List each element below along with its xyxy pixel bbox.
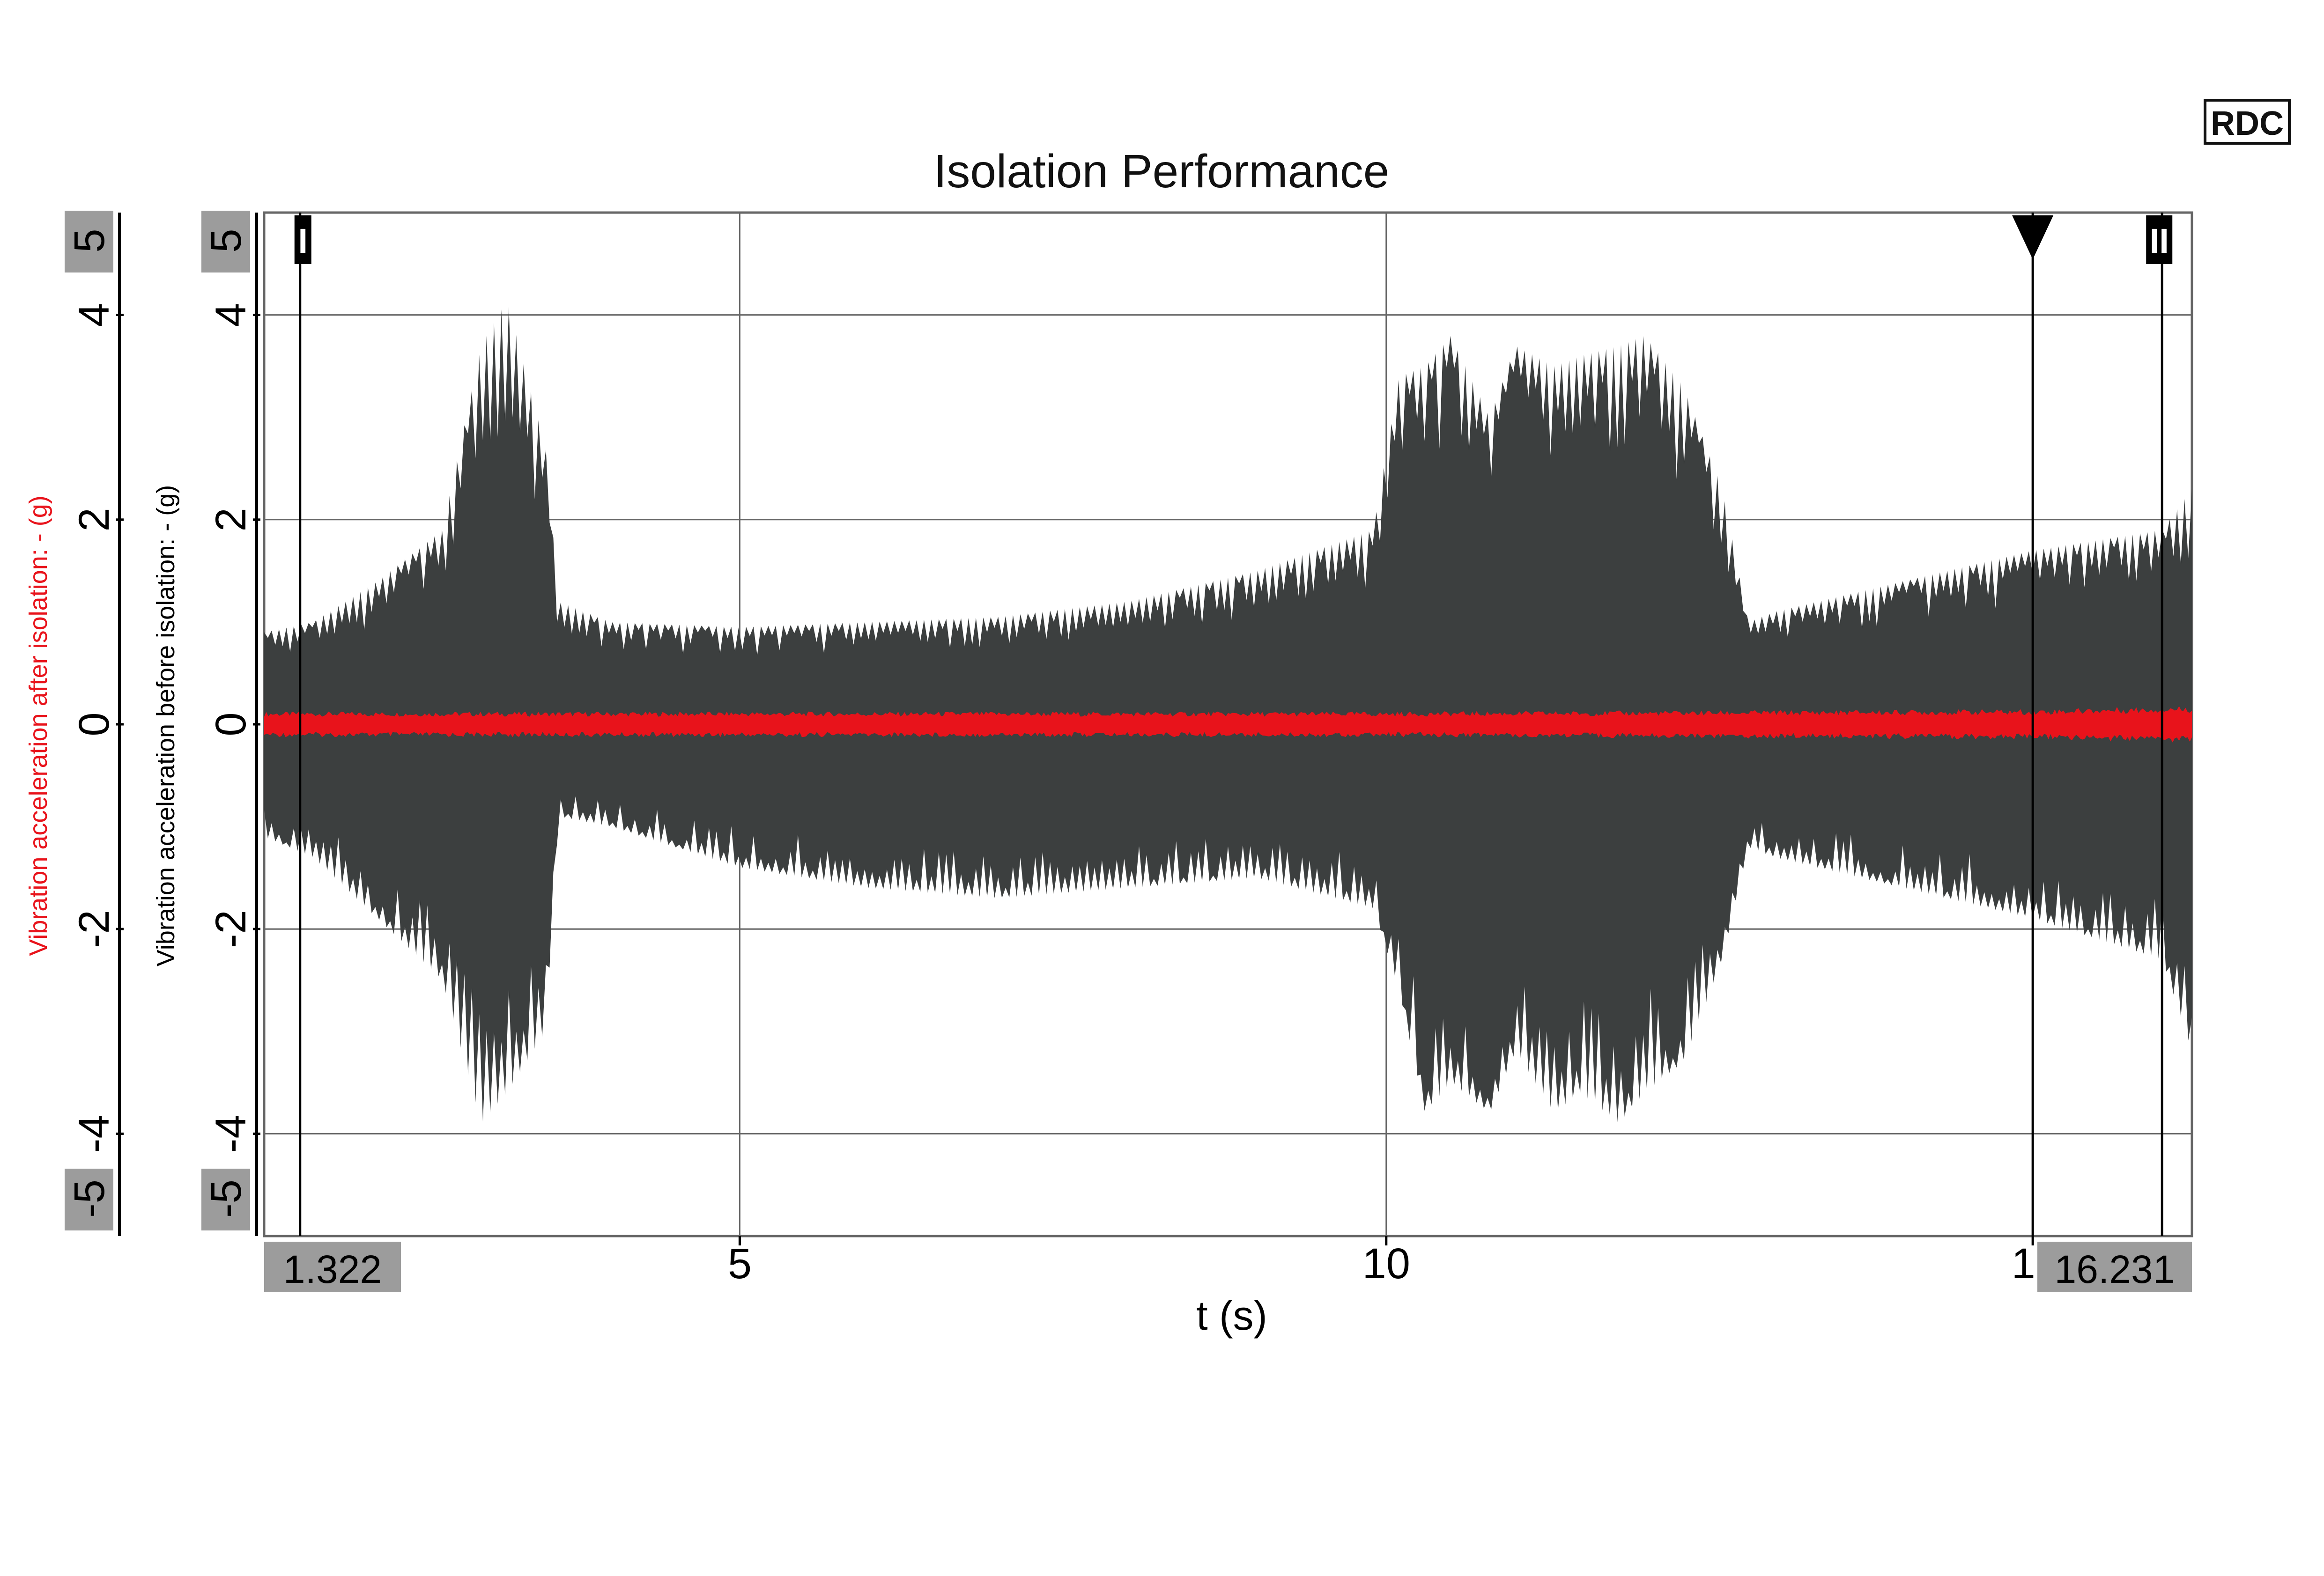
y-tick-label: -2 [70, 910, 118, 948]
y-bound-label: 5 [202, 228, 250, 252]
y-tick-label: 4 [70, 303, 118, 327]
y-bound-box[interactable] [201, 211, 250, 272]
x-range-start-label: 1.322 [283, 1247, 382, 1291]
y-bound-label: -5 [202, 1179, 250, 1218]
chart-title: Isolation Performance [934, 145, 1390, 198]
y-bound-label: -5 [66, 1179, 113, 1218]
y-tick-labels: 4 2 0 -2 -4 5 -5 4 2 0 -2 -4 5 -5 [65, 211, 260, 1230]
x-tick-label: 5 [728, 1240, 752, 1288]
y-bound-box[interactable] [65, 211, 113, 272]
cursor-label: II [2150, 221, 2169, 260]
y-tick-label: -4 [207, 1114, 255, 1153]
x-range-end[interactable]: 16.231 [2037, 1242, 2192, 1292]
y-tick-label: 2 [70, 508, 118, 531]
y-bound-box[interactable] [201, 1169, 250, 1230]
x-tick-label: 10 [1362, 1240, 1410, 1288]
y-tick-label: 0 [207, 712, 255, 736]
cursor-label: I [298, 221, 308, 260]
rdc-badge-label: RDC [2211, 105, 2284, 142]
series-after-isolation-area [264, 706, 2192, 743]
cursor-lines: I II [294, 213, 2173, 1236]
x-tick-label: 1 [2012, 1240, 2035, 1288]
series-areas [264, 306, 2192, 1122]
y-tick-label: 0 [70, 712, 118, 736]
y-tick-label: 4 [207, 303, 255, 327]
x-range-start[interactable]: 1.322 [264, 1242, 401, 1292]
x-range-end-label: 16.231 [2055, 1247, 2175, 1291]
y-tick-label: 2 [207, 508, 255, 531]
x-tick-labels: 5 10 1 [728, 1236, 2035, 1288]
y-axis-label-before: Vibration acceleration before isolation:… [152, 485, 180, 967]
y-bound-box[interactable] [65, 1169, 113, 1230]
rdc-badge[interactable]: RDC [2204, 99, 2291, 145]
y-tick-label: -4 [70, 1114, 118, 1153]
y-axis-label-after: Vibration acceleration after isolation: … [24, 495, 52, 956]
cursor-handle[interactable] [294, 215, 311, 264]
cursor-marker-triangle[interactable] [2012, 215, 2054, 259]
x-axis-label: t (s) [1196, 1292, 1267, 1339]
y-tick-label: -2 [207, 910, 255, 948]
cursor-handle[interactable] [2146, 215, 2173, 264]
y-bound-label: 5 [66, 228, 113, 252]
